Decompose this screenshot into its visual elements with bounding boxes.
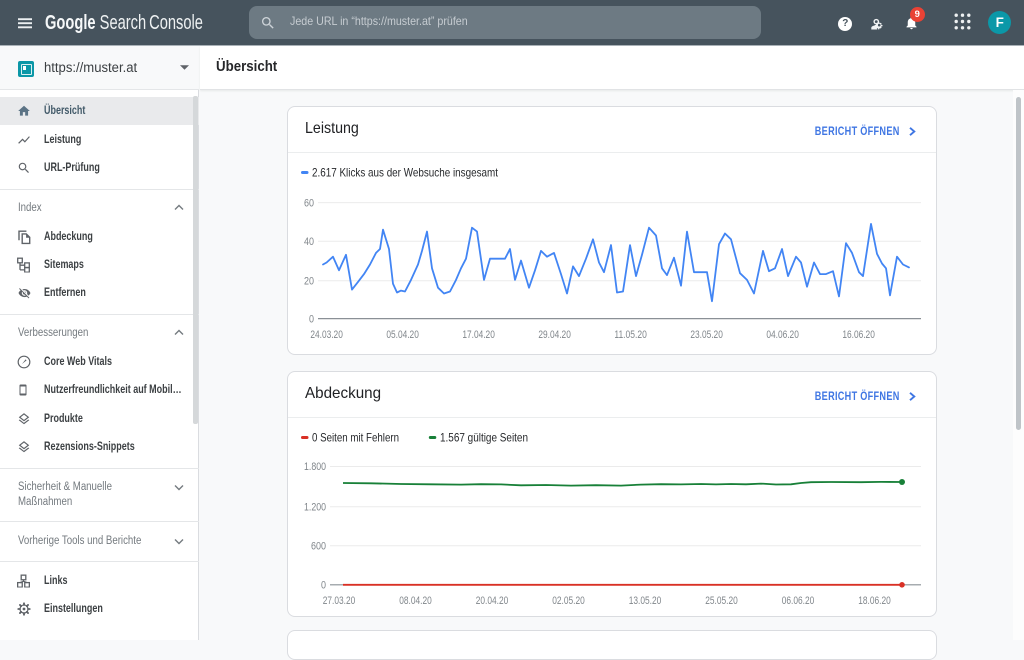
svg-text:27.03.20: 27.03.20	[323, 595, 356, 607]
svg-text:23.05.20: 23.05.20	[690, 329, 723, 341]
svg-text:06.06.20: 06.06.20	[782, 595, 815, 607]
svg-text:13.05.20: 13.05.20	[629, 595, 662, 607]
svg-text:25.05.20: 25.05.20	[705, 595, 738, 607]
svg-text:24.03.20: 24.03.20	[310, 329, 343, 341]
svg-text:1.800: 1.800	[304, 461, 326, 473]
svg-text:0: 0	[321, 580, 326, 592]
svg-text:05.04.20: 05.04.20	[386, 329, 419, 341]
svg-text:20: 20	[304, 275, 314, 287]
svg-text:1.200: 1.200	[304, 502, 326, 514]
svg-text:02.05.20: 02.05.20	[552, 595, 585, 607]
svg-text:20.04.20: 20.04.20	[476, 595, 509, 607]
svg-text:17.04.20: 17.04.20	[462, 329, 495, 341]
svg-text:2.617 Klicks aus der Websuche: 2.617 Klicks aus der Websuche insgesamt	[312, 166, 499, 180]
svg-text:1.567 gültige Seiten: 1.567 gültige Seiten	[440, 431, 528, 445]
svg-text:60: 60	[304, 197, 314, 209]
svg-text:16.06.20: 16.06.20	[842, 329, 875, 341]
svg-text:600: 600	[311, 541, 326, 553]
svg-text:11.05.20: 11.05.20	[614, 329, 647, 341]
svg-text:40: 40	[304, 236, 314, 248]
svg-text:18.06.20: 18.06.20	[858, 595, 891, 607]
svg-text:29.04.20: 29.04.20	[538, 329, 571, 341]
svg-text:0: 0	[309, 313, 314, 325]
svg-text:0 Seiten mit Fehlern: 0 Seiten mit Fehlern	[312, 431, 399, 445]
svg-text:04.06.20: 04.06.20	[766, 329, 799, 341]
svg-text:08.04.20: 08.04.20	[399, 595, 432, 607]
